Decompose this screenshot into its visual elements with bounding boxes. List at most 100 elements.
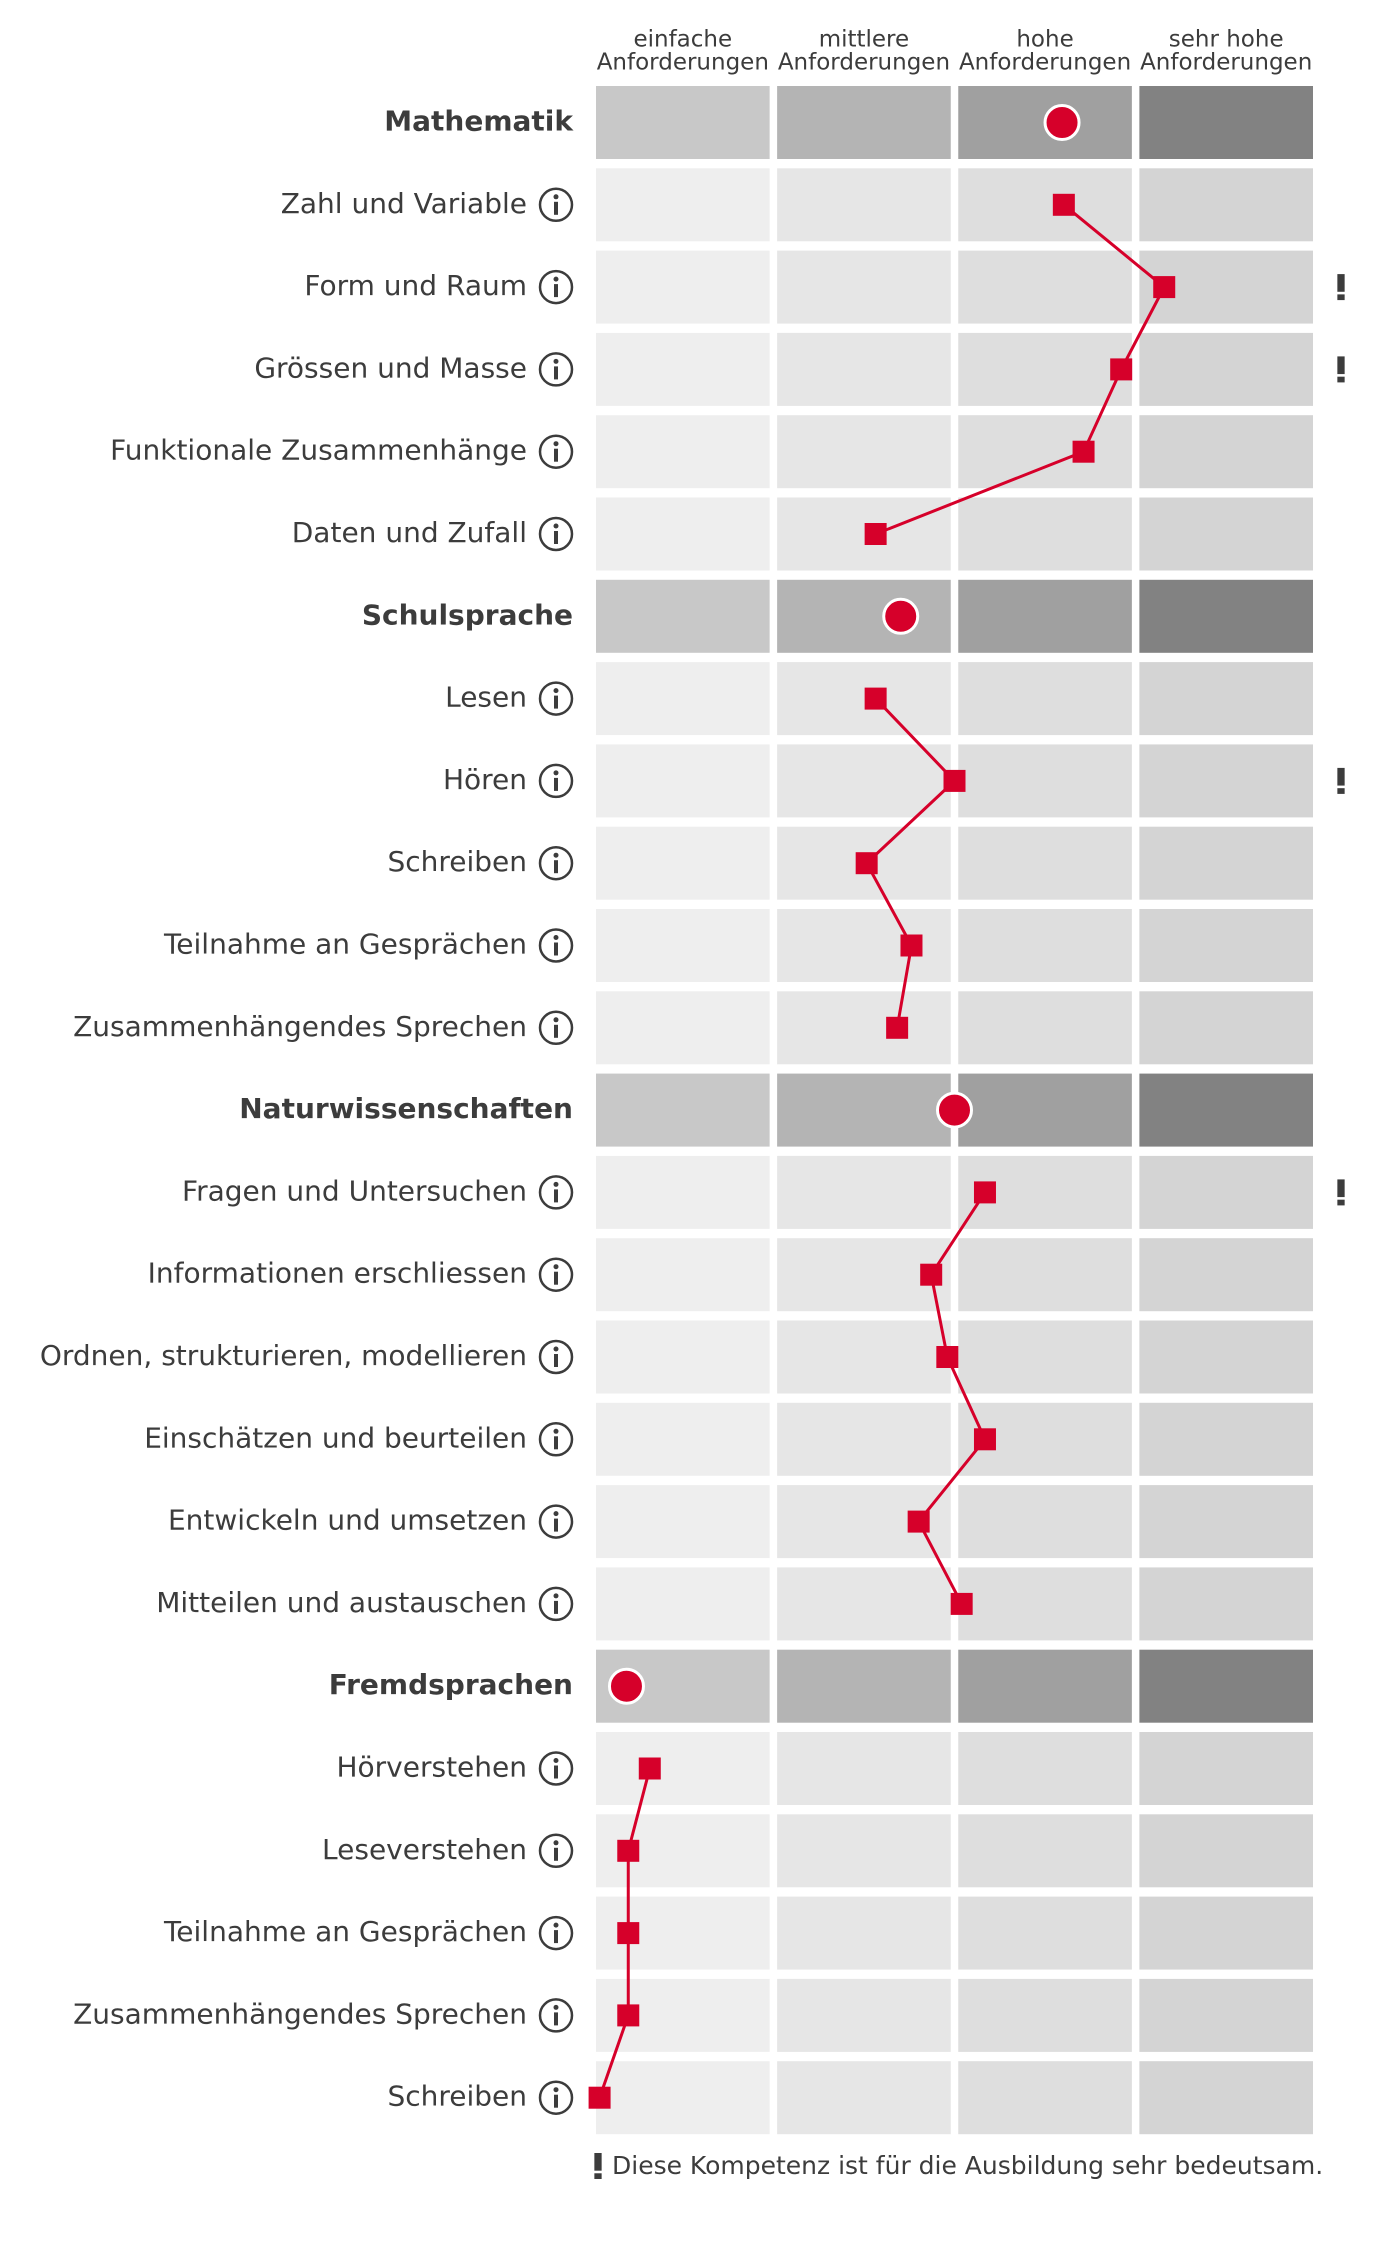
item-cell <box>958 1732 1132 1805</box>
item-cell <box>958 1978 1132 2052</box>
item-cell <box>958 1814 1132 1888</box>
item-cell <box>777 332 951 406</box>
item-cell <box>958 2061 1132 2135</box>
group-cell <box>777 86 951 159</box>
group-dot <box>1043 104 1081 141</box>
info-stem <box>554 1189 558 1203</box>
group-cell <box>958 579 1132 653</box>
item-label: Lesen <box>445 681 527 714</box>
info-stem <box>554 2012 558 2026</box>
info-ring <box>538 352 574 387</box>
info-icon <box>538 1751 574 1786</box>
item-label: Zahl und Variable <box>281 187 527 220</box>
item-label: Entwickeln und umsetzen <box>168 1504 527 1537</box>
info-icon <box>538 1339 574 1375</box>
item-label: Hörverstehen <box>336 1751 527 1784</box>
info-stem <box>554 1354 558 1367</box>
info-ring <box>538 1998 574 2033</box>
item-marker <box>1153 276 1176 299</box>
item-label: Daten und Zufall <box>292 516 527 549</box>
item-cell <box>1139 1402 1313 1476</box>
item-cell <box>1139 497 1313 571</box>
group-cell <box>1139 1073 1313 1147</box>
profile-line <box>916 1191 987 1605</box>
item-cell <box>777 1978 951 2052</box>
item-cell <box>596 2061 770 2135</box>
item-label: Form und Raum <box>304 269 527 302</box>
item-label: Teilnahme an Gesprächen <box>163 1915 527 1948</box>
column-header: Anforderungen <box>778 50 950 76</box>
info-stem <box>554 1271 558 1285</box>
info-ring <box>538 434 574 469</box>
item-cell <box>777 662 951 736</box>
important-dot <box>1337 1199 1345 1206</box>
info-icon <box>538 1175 574 1210</box>
info-icon <box>538 763 574 799</box>
item-label: Leseverstehen <box>322 1833 527 1866</box>
info-icon <box>538 681 574 716</box>
item-marker <box>638 1757 661 1780</box>
important-dot <box>1337 788 1345 794</box>
item-cell <box>596 250 770 324</box>
info-icon <box>538 1998 574 2033</box>
item-cell <box>596 1320 770 1394</box>
group-cell <box>1139 86 1313 159</box>
item-cell <box>958 744 1132 818</box>
column-header: einfache <box>633 27 732 53</box>
info-stem <box>554 366 558 380</box>
group-cell <box>777 1073 951 1147</box>
info-icon <box>538 516 574 552</box>
item-cell <box>958 1320 1132 1394</box>
group-label: Fremdsprachen <box>329 1668 573 1701</box>
item-marker <box>1052 193 1075 216</box>
info-stem <box>554 1024 558 1038</box>
item-cell <box>777 415 951 489</box>
info-dot <box>553 523 559 529</box>
info-ring <box>538 1504 574 1539</box>
group-cell <box>958 1649 1132 1723</box>
info-dot <box>553 2004 559 2010</box>
info-dot <box>553 2087 559 2093</box>
info-stem <box>554 2094 558 2108</box>
info-ring <box>538 681 574 716</box>
info-stem <box>554 1847 558 1861</box>
info-ring <box>538 516 574 552</box>
item-label: Teilnahme an Gesprächen <box>163 928 527 961</box>
group-label: Naturwissenschaften <box>239 1092 573 1125</box>
info-icon <box>538 2080 574 2115</box>
info-icon <box>538 352 574 387</box>
item-marker <box>943 769 966 792</box>
info-stem <box>554 1600 558 1614</box>
item-cell <box>596 497 770 571</box>
info-stem <box>554 942 558 956</box>
item-cell <box>596 332 770 406</box>
item-cell <box>596 1567 770 1641</box>
info-dot <box>553 1922 559 1928</box>
item-cell <box>777 168 951 242</box>
info-stem <box>554 201 558 215</box>
info-dot <box>553 852 559 858</box>
item-marker <box>950 1592 973 1615</box>
group-cell <box>596 1073 770 1147</box>
item-cell <box>596 1485 770 1559</box>
info-dot <box>553 1511 559 1517</box>
important-icon <box>1337 356 1345 383</box>
group-cell <box>596 86 770 159</box>
info-dot <box>553 770 559 776</box>
info-ring <box>538 1833 574 1869</box>
item-cell <box>777 1732 951 1805</box>
item-cell <box>1139 1320 1313 1394</box>
item-cell <box>777 1320 951 1394</box>
item-marker <box>900 934 923 957</box>
item-cell <box>1139 1732 1313 1805</box>
item-cell <box>958 662 1132 736</box>
item-cell <box>958 332 1132 406</box>
info-dot <box>553 441 559 447</box>
item-cell <box>777 1567 951 1641</box>
item-cell <box>777 497 951 571</box>
item-cell <box>1139 1567 1313 1641</box>
item-marker <box>907 1510 930 1533</box>
important-icon <box>1337 767 1345 794</box>
info-icon <box>538 1586 574 1622</box>
item-label: Funktionale Zusammenhänge <box>110 434 527 467</box>
